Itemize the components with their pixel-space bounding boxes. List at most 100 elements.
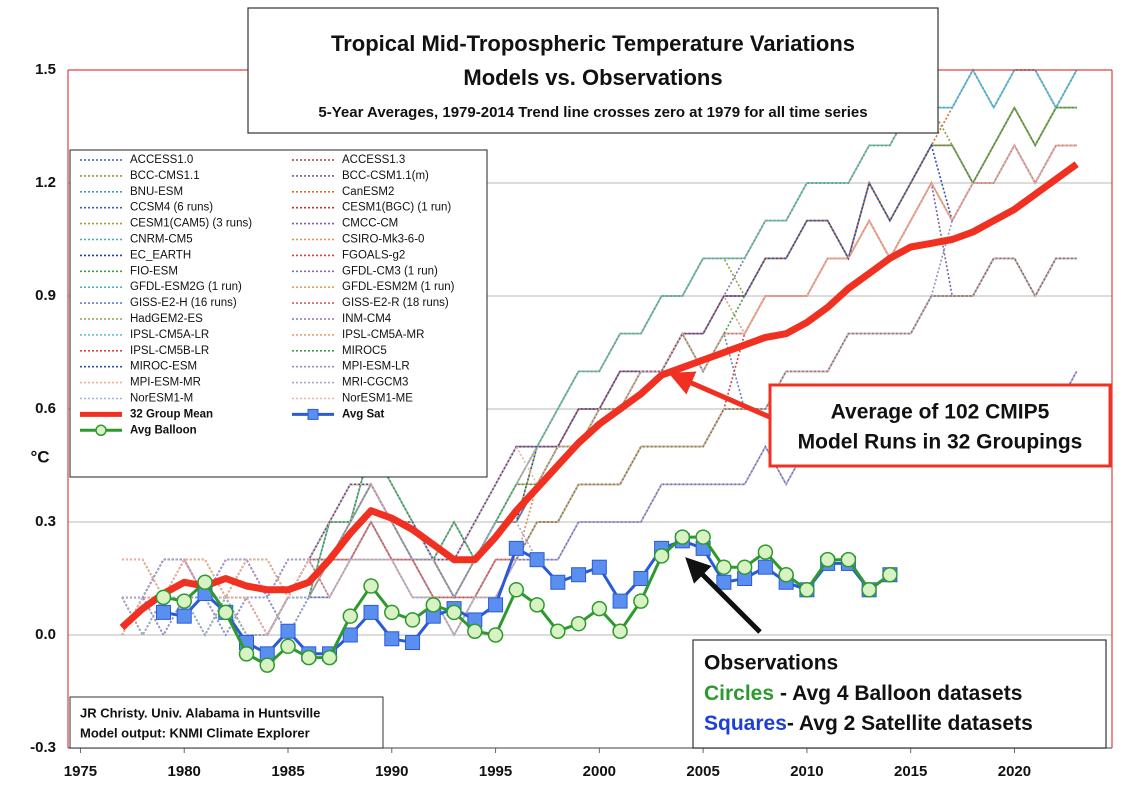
legend-marker — [95, 424, 107, 437]
annotation: - Avg 2 Satellite datasets — [787, 712, 1033, 735]
data-point — [342, 608, 359, 624]
data-point — [280, 623, 296, 639]
legend-label: FIO-ESM — [130, 265, 178, 277]
data-point — [425, 597, 442, 613]
legend-label: GFDL-ESM2M (1 run) — [342, 281, 455, 293]
data-point — [591, 600, 608, 617]
legend-label: ACCESS1.0 — [130, 154, 193, 166]
legend-label: NorESM1-M — [130, 393, 193, 405]
x-tick-label: 2020 — [998, 763, 1031, 780]
x-tick-label: 2000 — [583, 763, 616, 780]
data-point — [508, 540, 524, 556]
data-point — [467, 623, 483, 639]
legend-box — [69, 149, 488, 478]
x-tick-label: 2015 — [894, 763, 927, 780]
credit-box — [69, 696, 384, 749]
credit: JR Christy. Univ. Alabama in Huntsville — [80, 705, 320, 720]
chart-subtitle: 5-Year Averages, 1979-2014 Trend line cr… — [318, 104, 867, 121]
data-point — [280, 638, 296, 655]
credit: Model output: KNMI Climate Explorer — [80, 725, 310, 740]
data-point — [197, 574, 213, 591]
legend-label: CESM1(BGC) (1 run) — [342, 202, 451, 214]
x-tick-label: 2010 — [790, 763, 823, 780]
data-point — [591, 559, 607, 575]
series-line — [121, 370, 1078, 637]
legend-label: GISS-E2-R (18 runs) — [342, 297, 449, 309]
legend-label: IPSL-CM5A-LR — [130, 329, 209, 341]
legend-label: GFDL-CM3 (1 run) — [342, 265, 438, 277]
legend-label: 32 Group Mean — [130, 408, 213, 420]
data-point — [550, 574, 566, 590]
y-tick-label: 0.0 — [35, 626, 56, 643]
y-tick-label: 0.6 — [35, 400, 56, 417]
annotation-highlight: Squares — [704, 712, 787, 735]
data-point — [301, 649, 317, 666]
data-point — [571, 567, 587, 583]
title-box — [247, 7, 939, 134]
data-point — [405, 635, 421, 651]
legend-label: GFDL-ESM2G (1 run) — [130, 281, 242, 293]
legend-label: CSIRO-Mk3-6-0 — [342, 234, 424, 246]
series-line — [122, 143, 1077, 599]
data-point — [176, 593, 192, 609]
chart-title: Tropical Mid-Tropospheric Temperature Va… — [331, 31, 855, 56]
legend-label: CMCC-CM — [342, 218, 398, 230]
series-line — [119, 161, 1079, 631]
annotation-box — [768, 383, 1112, 468]
data-point — [259, 657, 276, 673]
data-point — [342, 627, 358, 643]
annotation: - Avg 4 Balloon datasets — [780, 682, 1022, 705]
legend-label: BNU-ESM — [130, 186, 183, 198]
data-point — [799, 582, 815, 598]
legend-label: ACCESS1.3 — [342, 154, 405, 166]
legend-label: MPI-ESM-LR — [342, 361, 410, 373]
series-line — [122, 257, 1077, 637]
data-point — [612, 623, 628, 639]
legend-label: Avg Balloon — [130, 424, 197, 436]
data-point — [508, 582, 525, 598]
data-point — [176, 608, 192, 624]
legend-label: CNRM-CM5 — [130, 234, 193, 246]
data-point — [217, 604, 234, 621]
data-point — [757, 559, 773, 575]
data-point — [819, 551, 836, 568]
annotation: Average of 102 CMIP5 — [831, 401, 1050, 424]
y-axis-label: °C — [30, 447, 49, 466]
y-tick-label: 1.5 — [35, 61, 56, 78]
x-tick-label: 1990 — [375, 763, 408, 780]
annotation-highlight: Circles — [704, 682, 774, 705]
arrow — [668, 371, 773, 421]
x-tick-label: 1980 — [168, 763, 201, 780]
legend-marker — [307, 408, 319, 420]
annotation: Squares- Avg 2 Satellite datasets — [704, 712, 1033, 735]
data-point — [882, 566, 898, 583]
legend-label: BCC-CMS1.1 — [130, 170, 200, 182]
legend-label: FGOALS-g2 — [342, 249, 405, 261]
data-point — [363, 604, 379, 620]
data-point — [155, 589, 172, 606]
y-tick-label: 1.2 — [35, 174, 56, 191]
data-point — [861, 582, 877, 598]
data-point — [529, 552, 545, 568]
legend-label: MPI-ESM-MR — [130, 377, 201, 389]
legend-label: MRI-CGCM3 — [342, 377, 408, 389]
data-point — [238, 646, 255, 662]
y-tick-label: 0.3 — [35, 513, 56, 530]
data-point — [653, 548, 670, 564]
annotation: Circles - Avg 4 Balloon datasets — [704, 682, 1022, 705]
data-point — [716, 574, 732, 590]
data-point — [695, 529, 711, 545]
data-point — [363, 578, 379, 594]
data-point — [155, 604, 171, 620]
data-point — [384, 604, 400, 621]
legend-label: CanESM2 — [342, 186, 394, 198]
legend-label: NorESM1-ME — [342, 393, 413, 405]
legend-label: EC_EARTH — [130, 249, 191, 261]
x-tick-label: 1995 — [479, 763, 512, 780]
arrow — [685, 557, 762, 634]
data-point — [488, 597, 504, 613]
data-point — [404, 612, 421, 628]
annotation: Observations — [704, 652, 838, 675]
legend-label: GISS-E2-H (16 runs) — [130, 297, 237, 309]
